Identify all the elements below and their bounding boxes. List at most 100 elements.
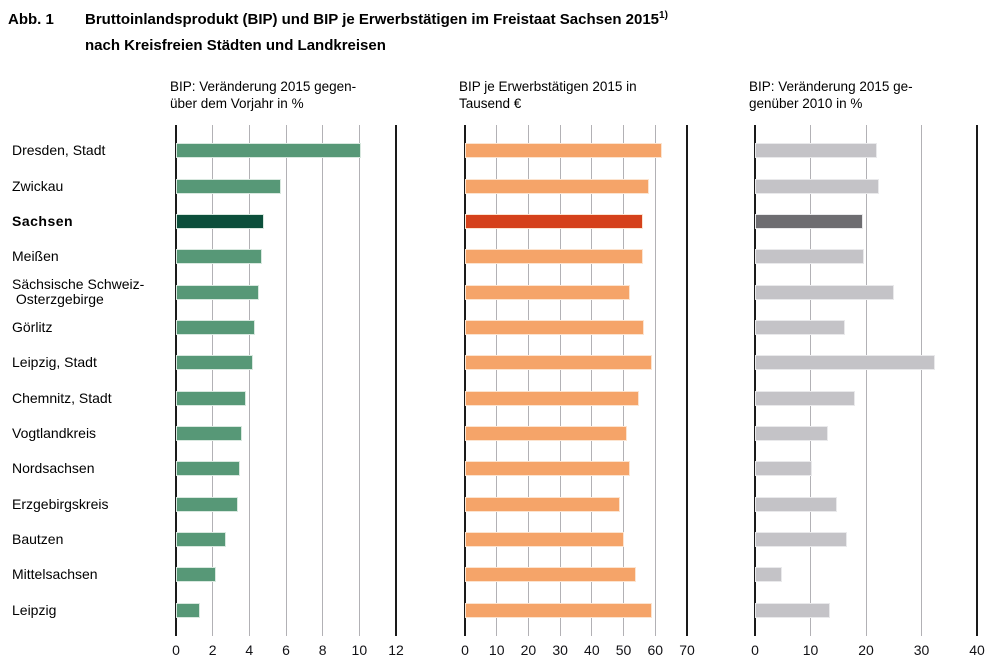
category-label: Erzgebirgskreis <box>12 495 109 512</box>
bar <box>755 425 828 441</box>
category-label: Leipzig, Stadt <box>12 354 97 371</box>
bar <box>755 602 830 618</box>
bar-panel-2 <box>464 125 688 636</box>
gridline <box>358 125 360 636</box>
bar <box>176 284 259 300</box>
bar <box>755 496 837 512</box>
figure-number: Abb. 1 <box>8 11 54 28</box>
gridline <box>921 125 922 636</box>
category-label: Meißen <box>12 248 59 265</box>
category-label: Sachsen <box>12 212 74 229</box>
gridline <box>527 125 529 636</box>
bar-panel-1 <box>175 125 397 636</box>
plot-right-border <box>686 125 688 636</box>
x-tick-label: 20 <box>858 641 874 658</box>
bar <box>755 355 935 371</box>
category-label: Mittelsachsen <box>12 566 98 583</box>
panel3-header: BIP: Veränderung 2015 ge- genüber 2010 i… <box>749 79 913 111</box>
bar <box>176 143 362 159</box>
plot-right-border <box>976 125 978 636</box>
x-tick-label: 50 <box>615 641 632 658</box>
gridline <box>623 125 625 636</box>
panel2-header: BIP je Erwerbstätigen 2015 in Tausend € <box>459 79 637 111</box>
bar <box>465 355 653 371</box>
bar <box>465 178 649 194</box>
x-tick-label: 0 <box>751 641 759 658</box>
x-tick-label: 30 <box>552 641 568 658</box>
bar <box>465 602 653 618</box>
bar <box>755 249 865 265</box>
category-label: Chemnitz, Stadt <box>12 389 112 406</box>
figure-title: Abb. 1 Bruttoinlandsprodukt (BIP) und BI… <box>8 7 668 59</box>
bar <box>465 319 645 335</box>
x-tick-label: 6 <box>282 641 290 658</box>
bar <box>176 602 200 618</box>
gridline <box>865 125 867 636</box>
category-labels: Dresden, Stadt Zwickau Sachsen Meißen Sächsi… <box>12 133 172 628</box>
bar <box>465 461 630 477</box>
x-tick-label: 12 <box>388 641 404 658</box>
panel1-header: BIP: Veränderung 2015 gegen- über dem Vo… <box>170 79 357 111</box>
gridline <box>559 125 561 636</box>
bar-panel-3 <box>754 125 978 636</box>
bar <box>176 390 246 406</box>
category-label: Vogtlandkreis <box>12 424 97 441</box>
category-label: Sächsische Schweiz- Osterzgebirge <box>12 276 145 308</box>
bar <box>755 143 878 159</box>
bar <box>176 461 241 477</box>
bar <box>465 143 662 159</box>
bar <box>465 390 640 406</box>
bar <box>465 425 627 441</box>
x-tick-label: 40 <box>969 641 985 658</box>
x-tick-label: 0 <box>172 641 180 658</box>
plot-right-border <box>395 125 397 636</box>
gridline <box>654 125 656 636</box>
gridline <box>496 125 498 636</box>
y-axis-line <box>754 125 756 636</box>
bar <box>176 178 281 194</box>
bar <box>176 425 242 441</box>
bar <box>755 178 880 194</box>
figure-title-line2: nach Kreisfreien Städten und Landkreisen <box>85 37 386 54</box>
category-label: Leipzig <box>12 601 57 618</box>
bar-highlight-sachsen <box>176 213 264 229</box>
bar <box>176 355 253 371</box>
category-label: Zwickau <box>12 177 64 194</box>
gridline <box>322 125 324 636</box>
x-tick-label: 10 <box>488 641 505 658</box>
x-tick-label: 70 <box>679 641 695 658</box>
gridline <box>810 125 811 636</box>
x-tick-label: 8 <box>318 641 327 658</box>
x-tick-label: 60 <box>647 641 664 658</box>
bar <box>755 390 855 406</box>
x-tick-label: 2 <box>208 641 217 658</box>
x-tick-label: 10 <box>802 641 819 658</box>
footnote-marker: 1) <box>659 10 668 21</box>
gridline <box>591 125 593 636</box>
x-tick-label: 40 <box>584 641 600 658</box>
bar <box>176 249 263 265</box>
bar-highlight-sachsen <box>465 213 643 229</box>
category-label: Nordsachsen <box>12 460 95 477</box>
x-tick-label: 10 <box>351 641 368 658</box>
x-tick-label: 30 <box>913 641 930 658</box>
bar <box>465 567 637 583</box>
y-axis-line <box>464 125 466 636</box>
bar <box>465 532 624 548</box>
bar <box>755 532 848 548</box>
bar <box>755 284 894 300</box>
gridline <box>248 125 250 636</box>
x-tick-label: 20 <box>520 641 537 658</box>
bar <box>176 567 217 583</box>
gridline <box>212 125 214 636</box>
bar <box>176 319 255 335</box>
category-label: Görlitz <box>12 318 53 335</box>
category-label: Dresden, Stadt <box>12 142 106 159</box>
bar <box>465 496 621 512</box>
bar <box>755 567 782 583</box>
bar-highlight-sachsen <box>755 213 864 229</box>
bar <box>176 532 226 548</box>
y-axis-line <box>175 125 177 636</box>
x-tick-label: 4 <box>245 641 254 658</box>
